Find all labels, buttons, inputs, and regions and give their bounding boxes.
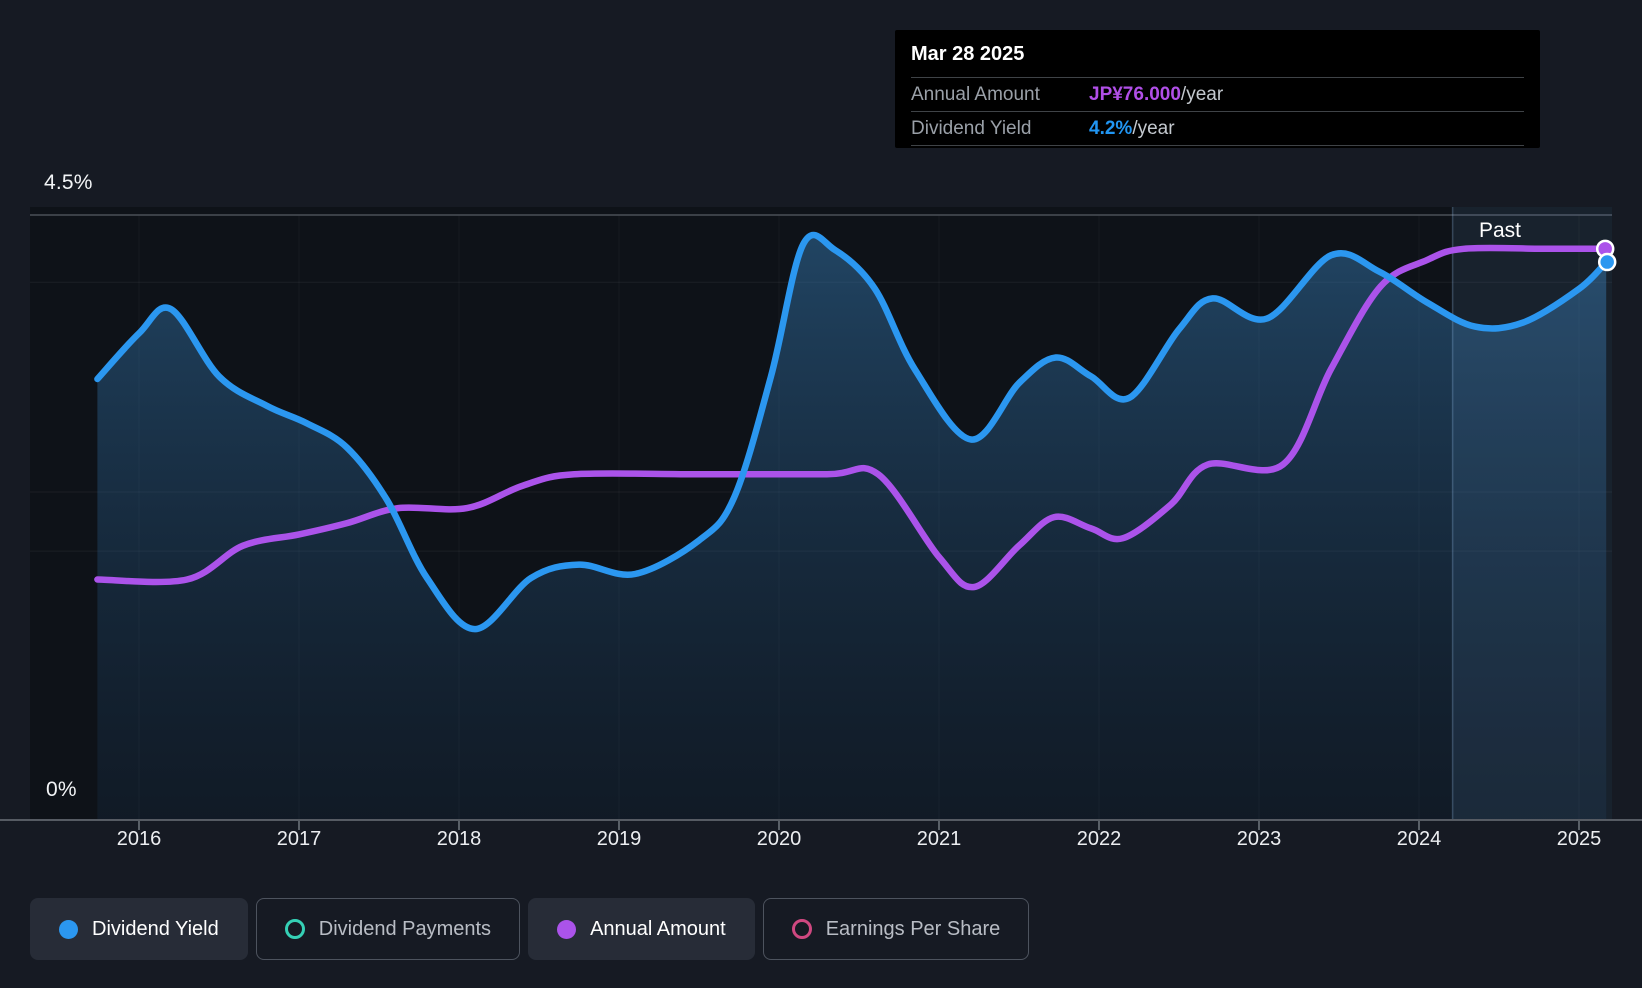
past-region-label: Past (1479, 219, 1522, 242)
x-axis-year-labels: 2016 2017 2018 2019 2020 2021 2022 2023 2024 2025 (0, 828, 1642, 858)
past-region-band (1452, 207, 1612, 820)
chart-tooltip: Mar 28 2025 Annual Amount JP¥76.000 /yea… (895, 30, 1540, 148)
dividend-yield-endpoint-marker[interactable] (1597, 252, 1617, 272)
tooltip-suffix: /year (1180, 83, 1224, 105)
x-axis-year-label: 2022 (1076, 828, 1122, 850)
earnings-per-share-ring-icon (791, 919, 812, 939)
tooltip-suffix: /year (1132, 117, 1175, 139)
tooltip-label: Dividend Yield (911, 117, 1032, 139)
y-axis-max-label: 4.5% (44, 171, 93, 194)
legend-annual-amount-button[interactable]: Annual Amount (528, 898, 755, 960)
x-axis-year-label: 2023 (1236, 828, 1282, 850)
legend-dividend-payments-button[interactable]: Dividend Payments (255, 898, 521, 960)
x-axis-year-label: 2021 (916, 828, 962, 850)
x-axis-year-label: 2024 (1396, 828, 1442, 850)
legend-label: Dividend Payments (318, 917, 492, 940)
legend-label: Dividend Yield (92, 917, 219, 940)
y-axis-min-label: 0% (46, 778, 77, 801)
x-axis-year-label: 2016 (116, 828, 162, 850)
tooltip-row-annual-amount: Annual Amount JP¥76.000 /year (911, 77, 1524, 111)
legend-label: Annual Amount (590, 917, 726, 940)
dividend-yield-dot-icon (59, 919, 78, 939)
legend: Dividend Yield Dividend Payments Annual … (30, 898, 1030, 960)
x-axis-year-label: 2025 (1556, 828, 1602, 850)
tooltip-value-dividend-yield: 4.2% (1089, 117, 1133, 139)
annual-amount-line (94, 244, 1610, 591)
x-axis-year-label: 2020 (756, 828, 802, 850)
legend-dividend-yield-button[interactable]: Dividend Yield (30, 898, 248, 960)
legend-label: Earnings Per Share (825, 917, 1001, 940)
annual-amount-dot-icon (557, 919, 577, 939)
tooltip-date: Mar 28 2025 (911, 43, 1025, 65)
tooltip-value-annual-amount: JP¥76.000 (1089, 83, 1181, 105)
x-axis-year-label: 2019 (596, 828, 642, 850)
dividend-yield-area (97, 234, 1607, 820)
tooltip-label: Annual Amount (911, 83, 1040, 105)
x-axis-year-label: 2017 (276, 828, 322, 850)
dividend-yield-line (94, 231, 1610, 633)
x-axis-year-label: 2018 (436, 828, 482, 850)
legend-earnings-per-share-button[interactable]: Earnings Per Share (762, 898, 1030, 960)
tooltip-row-dividend-yield: Dividend Yield 4.2% /year (911, 111, 1524, 146)
dividend-payments-ring-icon (284, 919, 305, 939)
chart-canvas[interactable] (0, 0, 1642, 865)
